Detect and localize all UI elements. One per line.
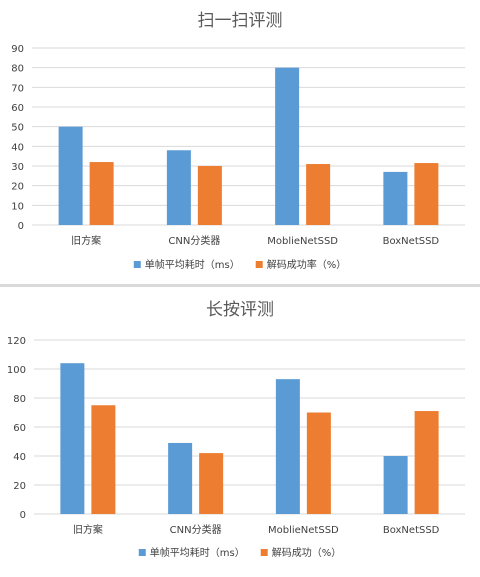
bar-time — [60, 363, 85, 514]
x-tick-label: CNN分类器 — [168, 234, 220, 247]
y-tick-label: 60 — [11, 103, 24, 114]
x-tick-label: CNN分类器 — [170, 523, 222, 536]
y-tick-label: 60 — [13, 423, 26, 434]
y-tick-label: 120 — [7, 336, 26, 347]
legend-label: 解码成功（%） — [272, 546, 342, 559]
bar-success — [91, 405, 116, 514]
bar-success — [306, 412, 331, 514]
bar-success — [306, 164, 331, 225]
y-tick-label: 40 — [11, 142, 24, 153]
bar-success — [197, 166, 222, 225]
y-tick-label: 80 — [13, 394, 26, 405]
y-tick-label: 80 — [11, 64, 24, 75]
bar-success — [89, 162, 114, 225]
legend-item: 单帧平均耗时（ms） — [133, 258, 240, 271]
x-tick-label: BoxNetSSD — [383, 525, 440, 536]
bar-success — [414, 411, 439, 514]
y-tick-label: 70 — [11, 83, 24, 94]
legend-label: 解码成功率（%） — [267, 258, 347, 271]
bar-success — [199, 453, 224, 514]
legend-item: 解码成功率（%） — [255, 258, 347, 271]
y-tick-label: 20 — [13, 481, 26, 492]
x-tick-label: 旧方案 — [71, 234, 101, 247]
bar-time — [275, 379, 300, 514]
y-tick-label: 10 — [11, 201, 24, 212]
y-tick-label: 90 — [11, 44, 24, 55]
bar-time — [58, 126, 83, 225]
bar-time — [168, 442, 193, 514]
longpress-evaluation-chart: 长按评测 0 20 40 60 80 100 120 旧方案 CNN分类器 MoblieNetSSD… — [7, 300, 465, 559]
legend-item: 单帧平均耗时（ms） — [138, 546, 245, 559]
legend-label: 单帧平均耗时（ms） — [145, 258, 240, 271]
legend-item: 解码成功（%） — [260, 546, 342, 559]
scan-evaluation-chart: 扫一扫评测 0 10 20 30 40 50 60 70 80 90 旧方案 CNN分类器 MoblieN… — [11, 11, 465, 271]
bar-time — [383, 171, 408, 225]
legend-swatch — [133, 261, 141, 268]
x-tick-label: MoblieNetSSD — [267, 236, 338, 247]
legend-swatch — [138, 549, 146, 556]
bar-time — [166, 150, 191, 225]
chart-title: 扫一扫评测 — [198, 11, 283, 31]
x-tick-label: BoxNetSSD — [383, 236, 440, 247]
chart-title: 长按评测 — [206, 300, 274, 320]
bar-time — [275, 67, 300, 226]
legend-swatch — [255, 261, 263, 268]
bar-success — [414, 163, 439, 225]
y-tick-label: 40 — [13, 452, 26, 463]
x-tick-label: 旧方案 — [73, 523, 103, 536]
chart-panel-scan: 扫一扫评测 0 10 20 30 40 50 60 70 80 90 旧方案 CNN分类器 MoblieN… — [0, 0, 480, 284]
y-tick-label: 100 — [7, 365, 26, 376]
y-tick-label: 30 — [11, 162, 24, 173]
legend-swatch — [260, 549, 268, 556]
chart-panel-longpress: 长按评测 0 20 40 60 80 100 120 旧方案 CNN分类器 MoblieNetSSD… — [0, 287, 480, 573]
bar-time — [383, 456, 408, 514]
legend-label: 单帧平均耗时（ms） — [150, 546, 245, 559]
x-tick-label: MoblieNetSSD — [268, 525, 339, 536]
y-tick-label: 0 — [20, 510, 26, 521]
panel-divider — [0, 284, 480, 287]
y-tick-label: 50 — [11, 123, 24, 134]
y-tick-label: 0 — [18, 221, 24, 232]
y-tick-label: 20 — [11, 182, 24, 193]
